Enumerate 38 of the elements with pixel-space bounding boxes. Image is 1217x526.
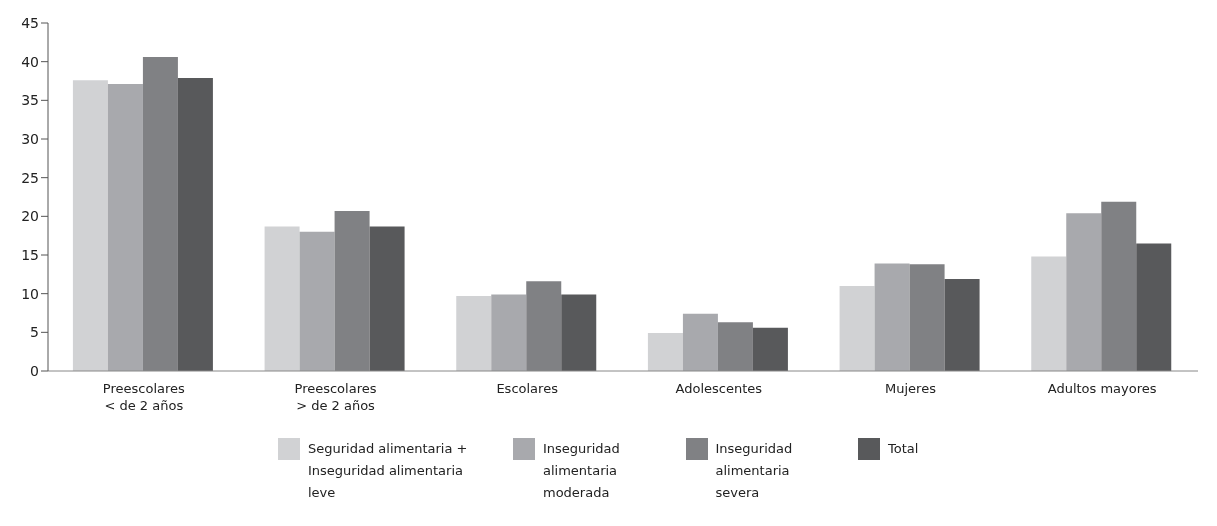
x-tick-label: Adultos mayores xyxy=(1047,381,1157,396)
y-tick-label: 35 xyxy=(21,92,39,109)
x-tick-label: Preescolares > de 2 años xyxy=(294,381,377,413)
y-tick-label: 0 xyxy=(30,362,39,379)
legend-label: Total xyxy=(888,440,920,458)
bar xyxy=(561,294,597,371)
x-tick-label: Mujeres xyxy=(885,381,937,396)
bar xyxy=(1136,243,1172,371)
y-tick-label: 20 xyxy=(21,208,39,225)
bar xyxy=(944,278,980,371)
x-tick-label: Escolares xyxy=(496,381,559,396)
bar xyxy=(72,80,108,371)
bar xyxy=(1066,213,1102,371)
bar xyxy=(369,226,405,371)
bar xyxy=(839,285,875,371)
bar xyxy=(752,327,788,371)
bar xyxy=(1031,256,1067,371)
bar xyxy=(264,226,300,371)
bar xyxy=(491,294,527,371)
y-tick-label: 5 xyxy=(30,324,39,341)
legend-label: Inseguridad alimentaria moderada xyxy=(543,440,621,502)
y-tick-label: 45 xyxy=(21,14,39,31)
bar xyxy=(874,263,910,371)
bar xyxy=(177,77,213,371)
x-tick-label: Preescolares < de 2 años xyxy=(102,381,186,413)
bar xyxy=(456,295,492,371)
y-tick-label: 25 xyxy=(21,169,39,186)
y-tick-label: 15 xyxy=(21,246,39,263)
y-tick-label: 10 xyxy=(21,285,39,302)
legend-label: Inseguridad alimentaria severa xyxy=(715,440,794,502)
y-tick-label: 40 xyxy=(21,53,39,70)
bar xyxy=(107,84,143,371)
x-tick-label: Adolescentes xyxy=(675,381,763,396)
y-tick-label: 30 xyxy=(21,130,39,147)
bar xyxy=(299,231,335,371)
bar xyxy=(647,333,683,371)
legend-label: Seguridad alimentaria + Inseguridad alimentaria leve xyxy=(308,440,469,502)
bar xyxy=(682,313,718,371)
